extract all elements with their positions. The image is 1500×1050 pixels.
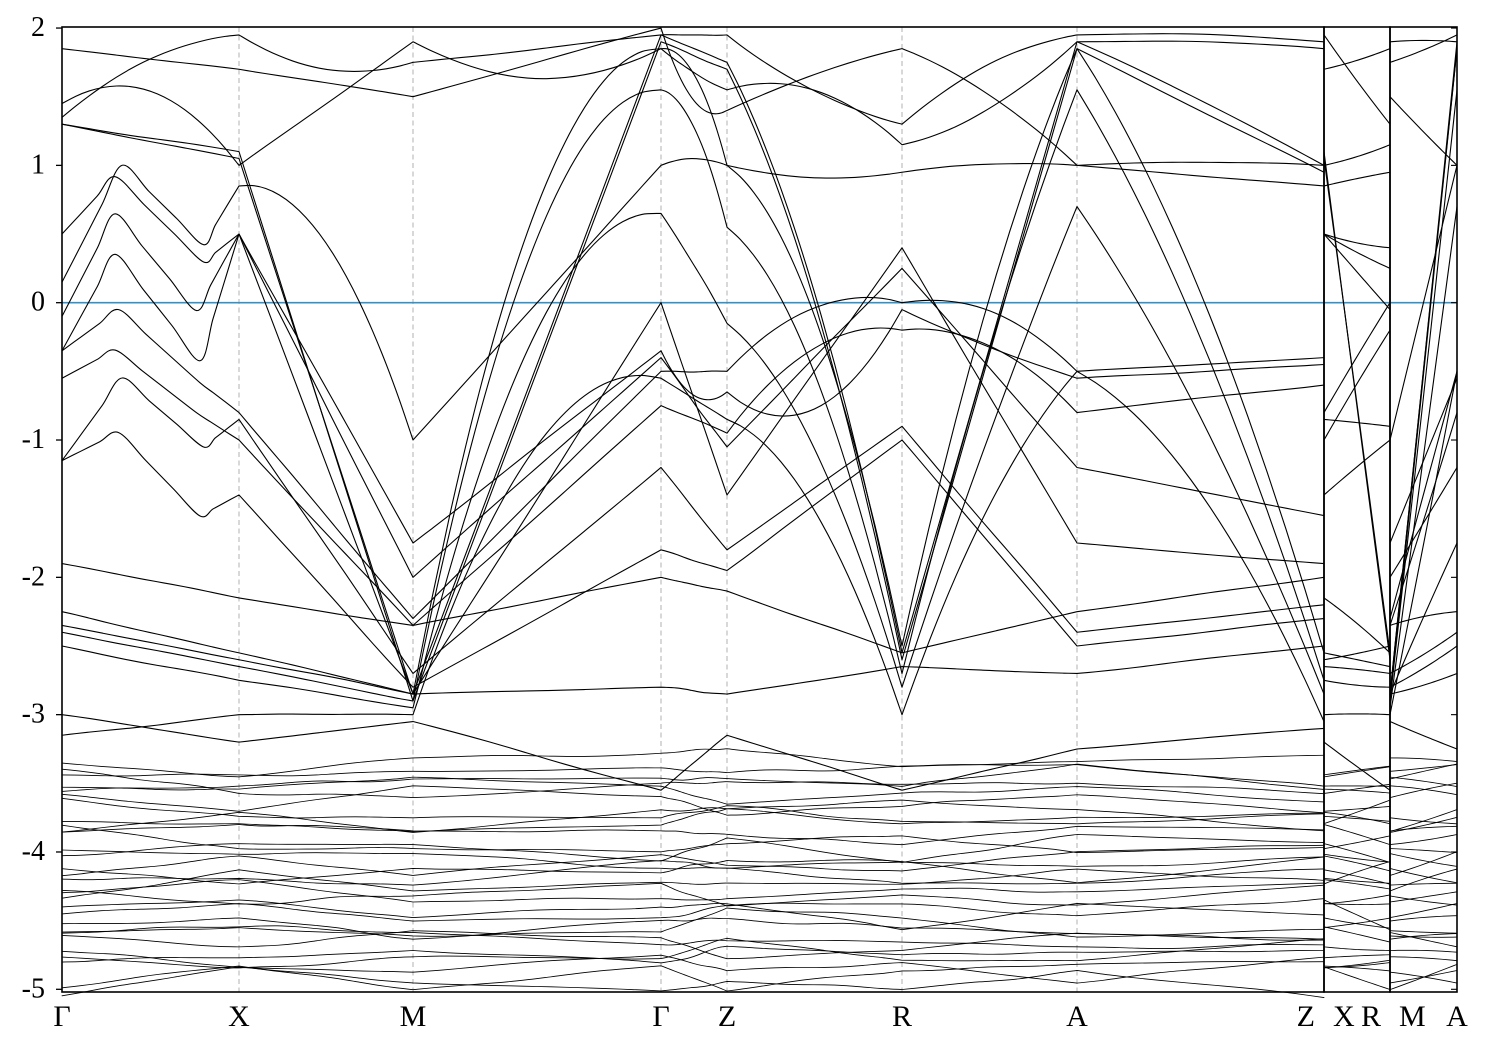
svg-text:R: R: [1361, 1000, 1381, 1033]
svg-text:-5: -5: [22, 973, 45, 1004]
svg-text:-1: -1: [22, 424, 45, 455]
svg-text:Z: Z: [718, 1000, 736, 1033]
svg-text:-2: -2: [22, 561, 45, 592]
svg-text:Z: Z: [1297, 1000, 1315, 1033]
svg-text:0: 0: [31, 287, 45, 318]
svg-text:-3: -3: [22, 699, 45, 730]
svg-text:M: M: [400, 1000, 427, 1033]
svg-text:A: A: [1446, 1000, 1468, 1033]
svg-text:M: M: [1399, 1000, 1426, 1033]
svg-text:1: 1: [31, 149, 45, 180]
svg-text:A: A: [1066, 1000, 1088, 1033]
svg-text:Γ: Γ: [652, 1000, 669, 1033]
svg-text:2: 2: [31, 12, 45, 43]
svg-text:Γ: Γ: [53, 1000, 70, 1033]
svg-text:X: X: [1333, 1000, 1355, 1033]
svg-text:X: X: [228, 1000, 250, 1033]
svg-text:-4: -4: [22, 836, 45, 867]
svg-text:R: R: [892, 1000, 912, 1033]
